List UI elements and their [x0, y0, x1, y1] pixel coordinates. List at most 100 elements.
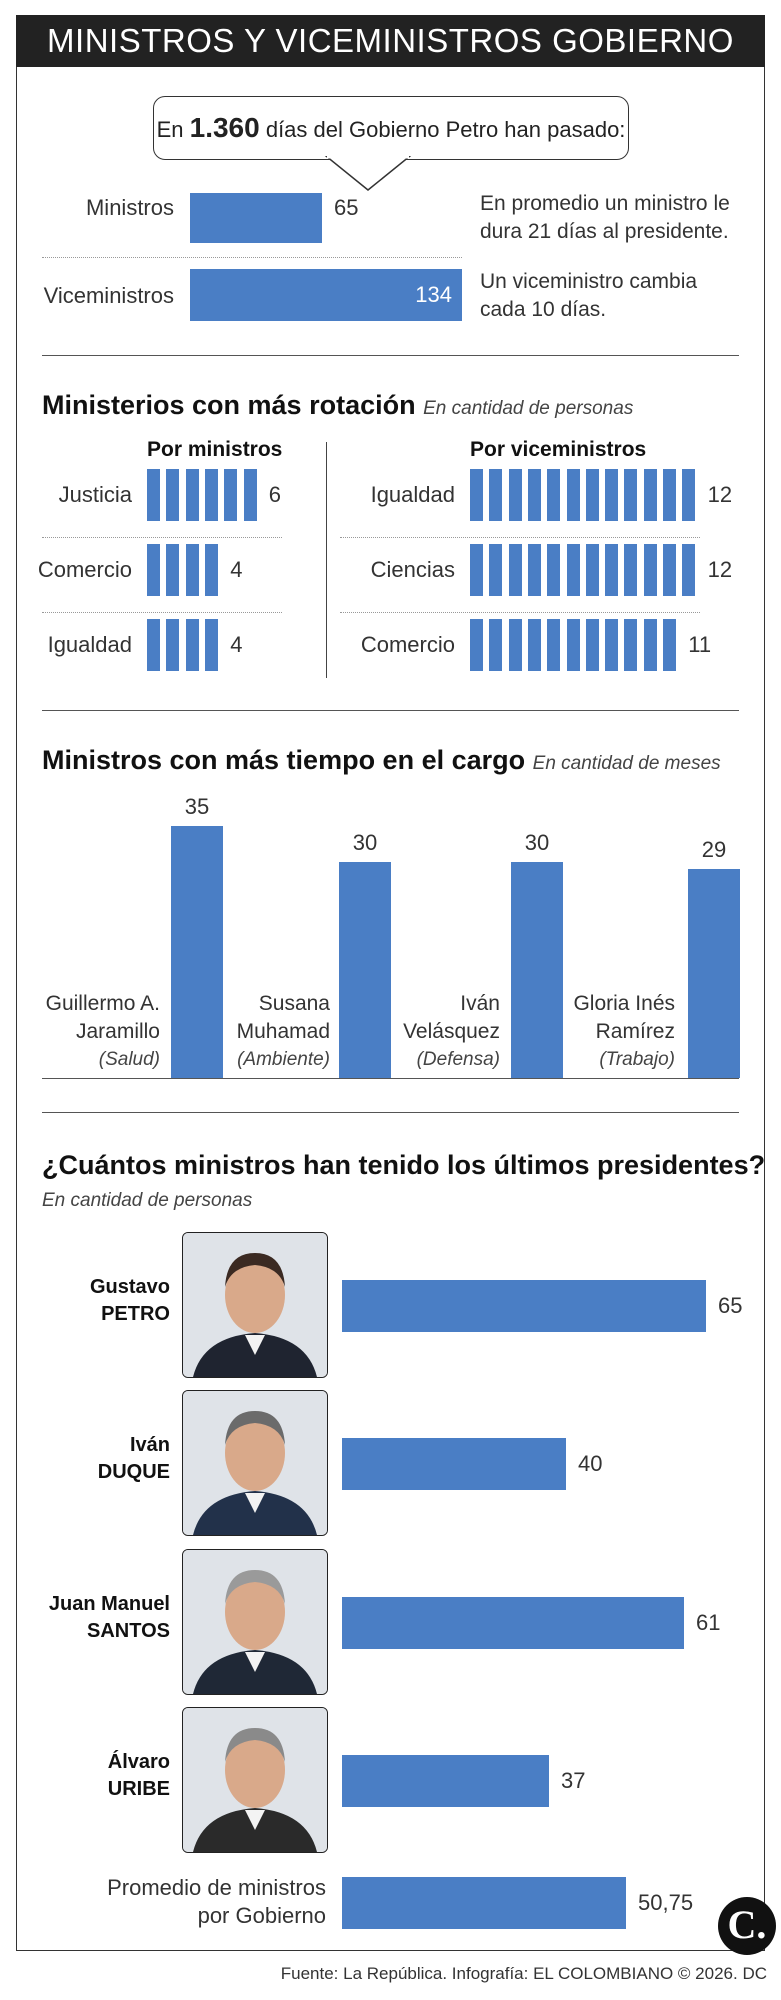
tenure-section-title: Ministros con más tiempo en el cargo En …	[42, 745, 721, 776]
row-separator	[42, 537, 282, 538]
days-count: 1.360	[189, 112, 260, 143]
viceministros-note: Un viceministro cambia cada 10 días.	[480, 270, 698, 321]
rotation-segment	[547, 544, 561, 596]
president-name: Álvaro URIBE	[30, 1749, 170, 1803]
rotation-segment	[166, 469, 180, 521]
ministros-label: Ministros	[85, 195, 174, 220]
rotation-segment	[624, 619, 638, 671]
viceministros-bar: 134	[190, 269, 462, 321]
tenure-name: Iván Velásquez (Defensa)	[330, 990, 500, 1074]
rotation-segment	[566, 469, 580, 521]
row-separator	[42, 257, 462, 258]
tenure-name-line1: Susana	[258, 992, 330, 1015]
panel-separator	[326, 442, 327, 678]
bubble-tail	[324, 156, 412, 191]
president-value: 61	[696, 1610, 721, 1635]
rotation-segment	[470, 469, 483, 521]
rotation-segment	[489, 469, 503, 521]
tenure-ministry: (Defensa)	[416, 1049, 500, 1070]
rotation-segment	[508, 619, 522, 671]
rotation-segment	[185, 619, 199, 671]
rotation-segment	[566, 619, 580, 671]
tenure-bar	[339, 862, 391, 1078]
rotation-segment	[682, 469, 696, 521]
por-viceministros-heading: Por viceministros	[470, 438, 647, 461]
rotation-segment	[147, 469, 160, 521]
tenure-baseline	[42, 1078, 739, 1079]
section-divider	[42, 1112, 739, 1113]
rotation-segment	[663, 469, 676, 521]
tenure-name: Susana Muhamad (Ambiente)	[160, 990, 330, 1074]
rotation-segment	[470, 544, 483, 596]
rotation-segment	[643, 469, 657, 521]
section-divider	[42, 710, 739, 711]
rotation-segment	[508, 469, 522, 521]
tenure-value: 29	[701, 837, 727, 862]
tenure-name: Gloria Inés Ramírez (Trabajo)	[505, 990, 675, 1074]
president-photo	[182, 1549, 328, 1695]
tenure-name-line2: Velásquez	[403, 1020, 500, 1043]
row-separator	[340, 537, 700, 538]
days-prefix: En	[156, 117, 184, 142]
president-bar	[342, 1597, 684, 1649]
rotation-segment	[508, 544, 522, 596]
source-footer: Fuente: La República. Infografía: EL COL…	[280, 1964, 767, 1983]
average-label: Promedio de ministros por Gobierno	[40, 1874, 326, 1930]
rotation-segment	[547, 469, 561, 521]
ministros-note: En promedio un ministro le dura 21 días …	[480, 192, 730, 243]
rotation-category-label: Comercio	[37, 557, 132, 582]
rotation-segment	[682, 544, 696, 596]
rotation-segment	[527, 619, 541, 671]
rotation-value: 6	[268, 482, 282, 507]
rotation-category-label: Igualdad	[47, 632, 132, 657]
section-divider	[42, 355, 739, 356]
president-name: Gustavo PETRO	[30, 1274, 170, 1328]
rotation-title-text: Ministerios con más rotación	[42, 390, 416, 420]
rotation-segment	[605, 469, 619, 521]
rotation-segment	[663, 544, 676, 596]
rotation-segment	[605, 544, 619, 596]
president-photo	[182, 1232, 328, 1378]
president-bar	[342, 1755, 549, 1807]
tenure-ministry: (Ambiente)	[237, 1049, 330, 1070]
rotation-segment	[185, 469, 199, 521]
rotation-segment	[585, 619, 599, 671]
president-value: 65	[718, 1293, 743, 1318]
rotation-segment	[663, 619, 676, 671]
president-name: Juan Manuel SANTOS	[30, 1591, 170, 1645]
rotation-segment	[643, 544, 657, 596]
tenure-name-line1: Guillermo A.	[45, 992, 160, 1015]
rotation-value: 11	[688, 632, 712, 657]
president-last-name: SANTOS	[87, 1620, 170, 1642]
president-value: 37	[561, 1768, 586, 1793]
rotation-value: 4	[230, 557, 243, 582]
rotation-segment	[624, 544, 638, 596]
tenure-name-line2: Muhamad	[236, 1020, 330, 1043]
average-value: 50,75	[638, 1890, 694, 1915]
ministros-bar	[190, 193, 322, 243]
tenure-name: Guillermo A. Jaramillo (Salud)	[0, 990, 160, 1074]
president-bar	[342, 1438, 566, 1490]
rotation-value: 12	[707, 482, 733, 507]
rotation-value: 4	[230, 632, 243, 657]
rotation-segment	[147, 619, 160, 671]
average-label-line2: por Gobierno	[197, 1903, 326, 1928]
rotation-segment	[204, 544, 218, 596]
tenure-ministry: (Trabajo)	[599, 1049, 675, 1070]
rotation-segment	[585, 469, 599, 521]
rotation-segment	[243, 469, 257, 521]
president-first-name: Juan Manuel	[48, 1593, 170, 1615]
rotation-category-label: Igualdad	[370, 482, 455, 507]
president-first-name: Iván	[129, 1434, 170, 1456]
rotation-segment	[605, 619, 619, 671]
el-colombiano-logo: C.	[718, 1897, 776, 1955]
rotation-category-label: Comercio	[360, 632, 455, 657]
tenure-value: 30	[524, 830, 550, 855]
presidents-section-title: ¿Cuántos ministros han tenido los último…	[42, 1150, 766, 1180]
rotation-segment	[643, 619, 657, 671]
president-last-name: URIBE	[107, 1778, 170, 1800]
president-photo	[182, 1707, 328, 1853]
average-label-line1: Promedio de ministros	[107, 1875, 326, 1900]
president-bar	[342, 1280, 706, 1332]
